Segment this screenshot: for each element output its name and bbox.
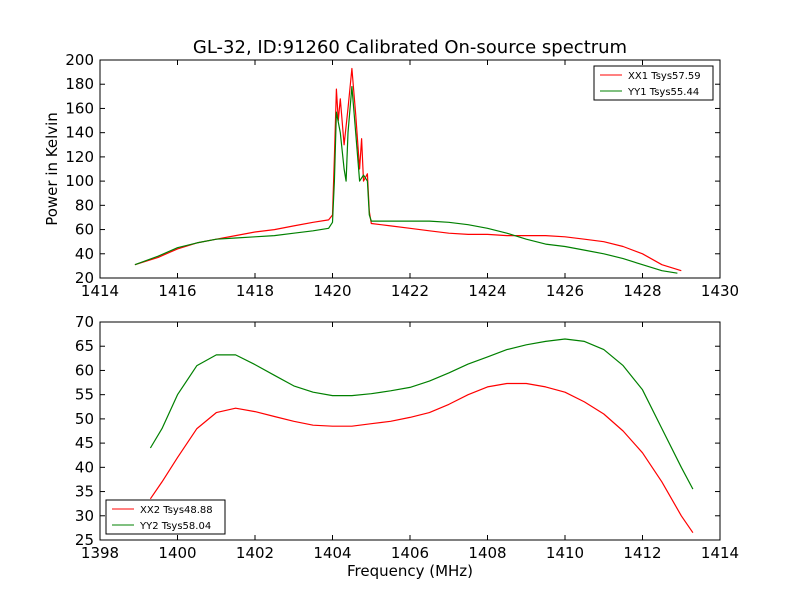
bottom-x-tick-label: 1408 — [468, 544, 506, 562]
top-x-tick-label: 1418 — [236, 282, 274, 300]
x-axis-label: Frequency (MHz) — [347, 562, 473, 580]
legend-label-yy2: YY2 Tsys58.04 — [139, 521, 211, 532]
top-x-tick-label: 1428 — [623, 282, 661, 300]
bottom-x-tick-label: 1404 — [313, 544, 351, 562]
top-x-tick-label: 1426 — [546, 282, 584, 300]
bottom-y-tick-label: 60 — [75, 361, 94, 379]
bottom-y-tick-label: 65 — [75, 337, 94, 355]
bottom-legend: XX2 Tsys48.88 YY2 Tsys58.04 — [105, 499, 226, 535]
bottom-series-line-1 — [149, 382, 694, 534]
bottom-x-tick-label: 1410 — [546, 544, 584, 562]
chart-title: GL-32, ID:91260 Calibrated On-source spe… — [193, 37, 627, 58]
top-series-line-1 — [134, 67, 682, 272]
bottom-x-tick-label: 1406 — [391, 544, 429, 562]
bottom-x-tick-label: 1412 — [623, 544, 661, 562]
top-y-tick-label: 100 — [65, 172, 94, 190]
legend-label-xx2: XX2 Tsys48.88 — [140, 505, 213, 516]
top-x-tick-label: 1424 — [468, 282, 506, 300]
top-y-tick-label: 200 — [65, 51, 94, 69]
top-legend: XX1 Tsys57.59 YY1 Tsys55.44 — [593, 65, 714, 101]
bottom-y-tick-label: 30 — [75, 507, 94, 525]
legend-label-yy1: YY1 Tsys55.44 — [627, 87, 699, 98]
top-series-layer — [134, 67, 682, 274]
top-y-tick-label: 140 — [65, 124, 94, 142]
top-series-line-2 — [134, 86, 678, 274]
top-ticks-layer: 1414 1416 1418 1420 1422 1424 1426 1428 1430 20 40… — [65, 51, 739, 300]
bottom-y-tick-label: 55 — [75, 386, 94, 404]
bottom-y-tick-label: 25 — [75, 531, 94, 549]
top-x-tick-label: 1430 — [701, 282, 739, 300]
bottom-y-tick-label: 45 — [75, 434, 94, 452]
top-y-tick-label: 60 — [75, 221, 94, 239]
bottom-y-tick-label: 50 — [75, 410, 94, 428]
bottom-legend-box — [105, 499, 226, 535]
bottom-x-tick-label: 1400 — [158, 544, 196, 562]
top-x-tick-label: 1420 — [313, 282, 351, 300]
top-x-tick-label: 1414 — [81, 282, 119, 300]
bottom-ticks-layer: 1398 1400 1402 1404 1406 1408 1410 1412 1414 25 30… — [75, 313, 739, 562]
y-axis-label: Power in Kelvin — [43, 112, 61, 226]
top-x-tick-label: 1422 — [391, 282, 429, 300]
bottom-y-tick-label: 70 — [75, 313, 94, 331]
top-y-tick-label: 80 — [75, 196, 94, 214]
bottom-y-tick-label: 35 — [75, 483, 94, 501]
top-chart-panel: 1414 1416 1418 1420 1422 1424 1426 1428 1430 20 40… — [65, 51, 739, 300]
bottom-series-layer — [149, 338, 694, 534]
bottom-y-tick-label: 40 — [75, 458, 94, 476]
bottom-x-tick-label: 1402 — [236, 544, 274, 562]
top-x-tick-label: 1416 — [158, 282, 196, 300]
legend-label-xx1: XX1 Tsys57.59 — [628, 71, 701, 82]
bottom-series-line-2 — [149, 338, 694, 490]
top-y-tick-label: 20 — [75, 269, 94, 287]
top-y-tick-label: 160 — [65, 99, 94, 117]
top-y-tick-label: 120 — [65, 148, 94, 166]
bottom-chart-panel: 1398 1400 1402 1404 1406 1408 1410 1412 1414 25 30… — [75, 313, 739, 562]
top-legend-box — [593, 65, 714, 101]
top-y-tick-label: 180 — [65, 75, 94, 93]
bottom-x-tick-label: 1414 — [701, 544, 739, 562]
bottom-x-tick-label: 1398 — [81, 544, 119, 562]
top-y-tick-label: 40 — [75, 245, 94, 263]
